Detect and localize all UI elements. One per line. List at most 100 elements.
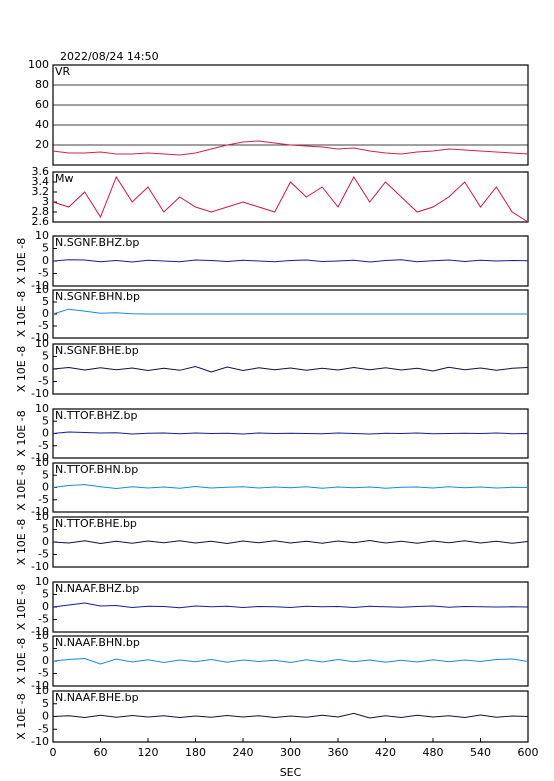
y-tick-label: -10 — [31, 279, 49, 292]
y-tick-label: 10 — [35, 402, 49, 415]
y-axis-label: X 10E -8 — [15, 410, 28, 456]
x-tick-label: 120 — [138, 746, 159, 759]
y-tick-label: 10 — [35, 229, 49, 242]
y-tick-label: -10 — [31, 735, 49, 748]
y-tick-label: -5 — [38, 319, 49, 332]
y-tick-label: 0 — [42, 362, 49, 375]
waveform-line — [52, 539, 529, 545]
y-axis-label: X 10E -8 — [15, 584, 28, 630]
y-tick-label: 5 — [42, 414, 49, 427]
waveform-line — [52, 175, 529, 223]
y-tick-label: -10 — [31, 560, 49, 573]
waveform-line — [52, 140, 529, 156]
y-tick-label: 5 — [42, 642, 49, 655]
series-label: N.TTOF.BHE.bp — [55, 517, 137, 530]
y-tick-label: 5 — [42, 588, 49, 601]
y-axis-label: X 10E -8 — [15, 519, 28, 565]
waveform-line — [52, 308, 528, 315]
y-axis-label: X 10E -8 — [15, 238, 28, 284]
y-tick-label: 5 — [42, 350, 49, 363]
waveform-line — [52, 259, 529, 263]
x-tick-label: 0 — [50, 746, 57, 759]
y-tick-label: 10 — [35, 456, 49, 469]
y-tick-label: -5 — [38, 493, 49, 506]
x-tick-label: 540 — [470, 746, 491, 759]
series-label: N.NAAF.BHE.bp — [55, 691, 139, 704]
y-tick-label: 2.8 — [32, 205, 50, 218]
y-tick-label: 5 — [42, 295, 49, 308]
y-tick-label: 10 — [35, 283, 49, 296]
y-tick-label: 3.4 — [32, 175, 50, 188]
waveform-line — [52, 431, 529, 435]
y-axis-label: X 10E -8 — [15, 346, 28, 392]
y-tick-label: -5 — [38, 439, 49, 452]
y-tick-label: 3.6 — [32, 165, 50, 178]
y-tick-label: -10 — [31, 679, 49, 692]
chart-title: 2022/08/24 14:50 — [60, 50, 159, 63]
series-label: N.TTOF.BHZ.bp — [55, 409, 138, 422]
waveform-line — [52, 602, 529, 609]
y-tick-label: 0 — [42, 254, 49, 267]
y-tick-label: -5 — [38, 375, 49, 388]
series-label: VR — [55, 65, 71, 78]
x-tick-label: 300 — [280, 746, 301, 759]
x-tick-label: 60 — [94, 746, 108, 759]
series-label: N.TTOF.BHN.bp — [55, 463, 138, 476]
y-tick-label: 0 — [42, 535, 49, 548]
y-tick-label: 5 — [42, 468, 49, 481]
panel-frame — [52, 171, 529, 223]
x-tick-label: 600 — [518, 746, 539, 759]
y-axis-label: X 10E -8 — [15, 693, 28, 739]
series-label: N.SGNF.BHN.bp — [55, 290, 140, 303]
y-tick-label: 3 — [42, 195, 49, 208]
y-tick-label: 2.6 — [32, 215, 50, 228]
y-tick-label: 5 — [42, 242, 49, 255]
y-axis-label: X 10E -8 — [15, 291, 28, 337]
x-tick-label: 240 — [233, 746, 254, 759]
y-tick-label: -5 — [38, 548, 49, 561]
waveform-line — [52, 657, 529, 665]
y-tick-label: 10 — [35, 684, 49, 697]
y-tick-label: 80 — [35, 78, 49, 91]
series-label: N.NAAF.BHZ.bp — [55, 582, 139, 595]
y-tick-label: 0 — [42, 600, 49, 613]
y-tick-label: 60 — [35, 98, 49, 111]
y-tick-label: 10 — [35, 337, 49, 350]
y-tick-label: 0 — [42, 481, 49, 494]
y-tick-label: -10 — [31, 331, 49, 344]
y-tick-label: 0 — [42, 710, 49, 723]
y-tick-label: 10 — [35, 629, 49, 642]
waveform-line — [52, 712, 529, 719]
y-tick-label: 20 — [35, 138, 49, 151]
y-tick-label: -5 — [38, 722, 49, 735]
series-label: N.NAAF.BHN.bp — [55, 636, 140, 649]
series-label: N.SGNF.BHE.bp — [55, 344, 139, 357]
x-tick-label: 420 — [375, 746, 396, 759]
x-tick-label: 360 — [328, 746, 349, 759]
y-tick-label: 5 — [42, 523, 49, 536]
series-label: Mw — [55, 172, 74, 185]
y-tick-label: 0 — [42, 307, 49, 320]
y-tick-label: -10 — [31, 451, 49, 464]
x-tick-label: 480 — [423, 746, 444, 759]
y-tick-label: 5 — [42, 697, 49, 710]
y-tick-label: 0 — [42, 654, 49, 667]
y-tick-label: 10 — [35, 510, 49, 523]
y-tick-label: -5 — [38, 613, 49, 626]
waveform-line — [52, 484, 529, 490]
y-tick-label: 0 — [42, 427, 49, 440]
y-tick-label: 10 — [35, 575, 49, 588]
y-tick-label: -5 — [38, 267, 49, 280]
y-tick-label: 40 — [35, 118, 49, 131]
y-tick-label: -5 — [38, 667, 49, 680]
y-axis-label: X 10E -8 — [15, 464, 28, 510]
y-tick-label: -10 — [31, 625, 49, 638]
x-axis-label: SEC — [280, 766, 302, 779]
series-label: N.SGNF.BHZ.bp — [55, 236, 139, 249]
y-tick-label: 3.2 — [32, 185, 50, 198]
waveform-line — [52, 365, 529, 373]
y-tick-label: 100 — [28, 58, 49, 71]
y-tick-label: -10 — [31, 387, 49, 400]
y-axis-label: X 10E -8 — [15, 638, 28, 684]
